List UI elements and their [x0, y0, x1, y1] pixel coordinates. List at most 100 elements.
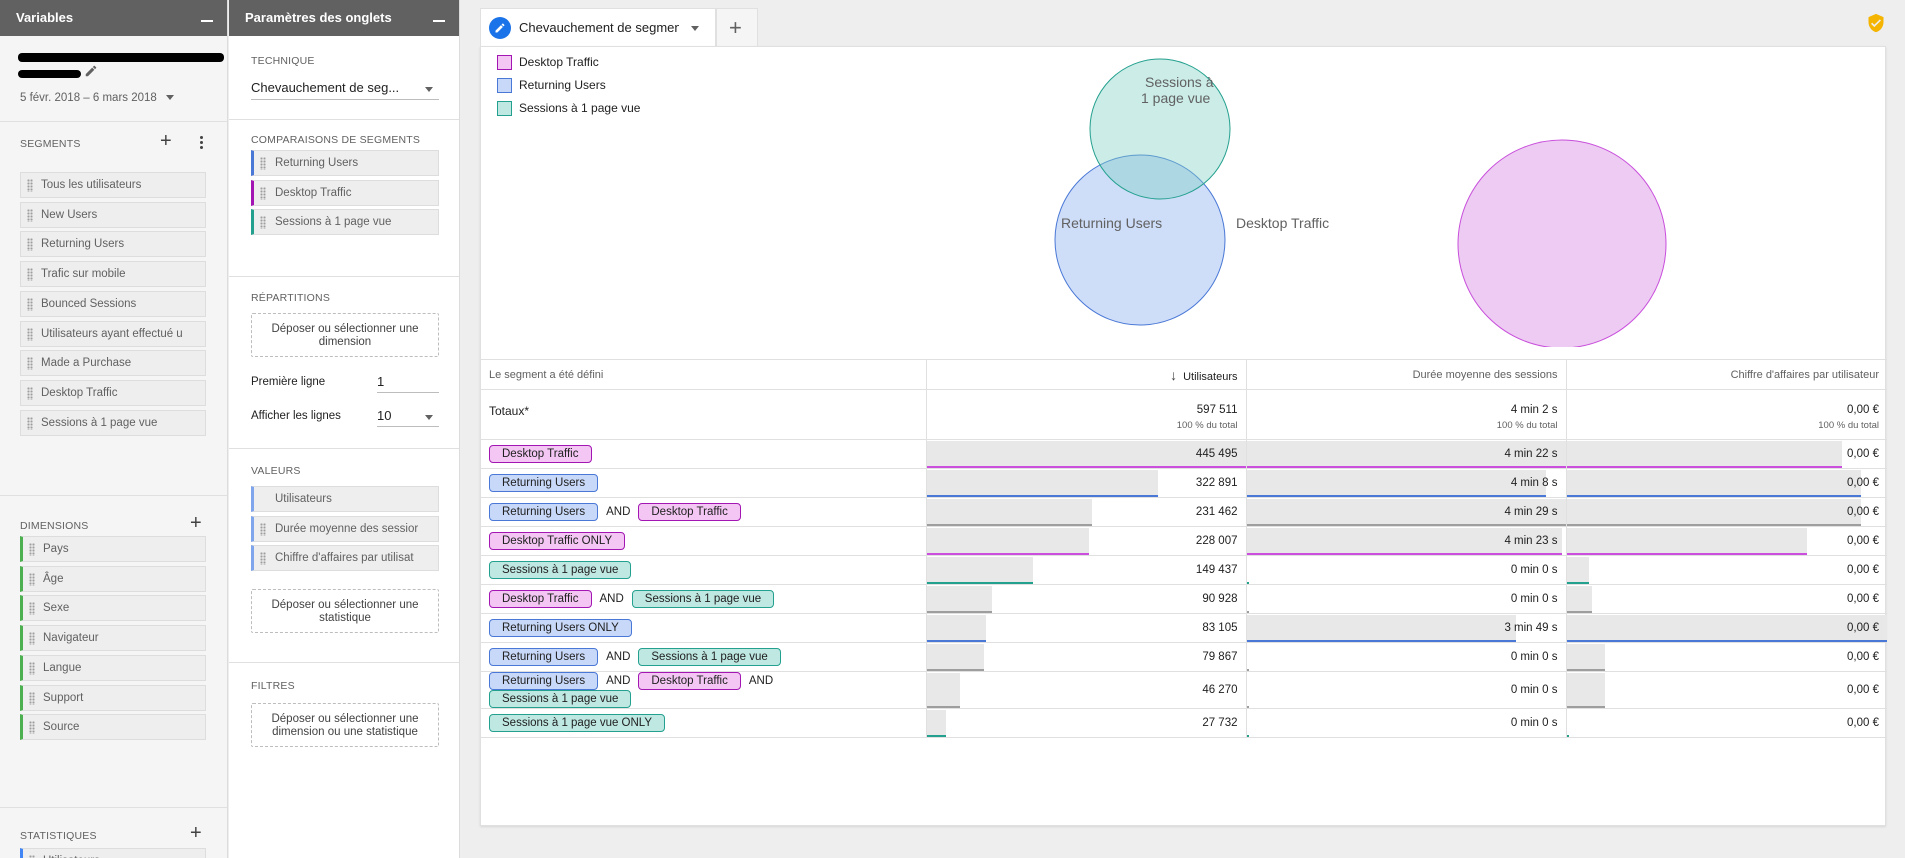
- drag-handle-icon[interactable]: [260, 552, 266, 566]
- drag-handle-icon[interactable]: [27, 179, 33, 192]
- segment-tag[interactable]: Returning Users ONLY: [489, 619, 632, 637]
- value-duree-moyenne-des-sessior[interactable]: Durée moyenne des sessior: [251, 515, 439, 542]
- table-row[interactable]: Returning Users AND Desktop Traffic 231 462…: [481, 497, 1887, 527]
- segment-tag[interactable]: Desktop Traffic: [638, 503, 741, 521]
- add-segment-plus-icon[interactable]: +: [160, 130, 172, 152]
- dimension-chip-support[interactable]: Support: [20, 684, 206, 711]
- drag-handle-icon[interactable]: [27, 238, 33, 252]
- col-header-duration[interactable]: Durée moyenne des sessions: [1245, 359, 1566, 390]
- table-row[interactable]: Desktop Traffic 445 495 4 min 22 s 0,00 €: [481, 439, 1887, 469]
- shield-check-icon[interactable]: [1866, 12, 1886, 34]
- dimension-chip-langue[interactable]: Langue: [20, 654, 206, 681]
- drag-handle-icon[interactable]: [29, 721, 35, 735]
- drag-handle-icon[interactable]: [260, 216, 266, 230]
- date-range[interactable]: 5 févr. 2018 – 6 mars 2018: [20, 92, 175, 104]
- metric-chip-utilisateurs[interactable]: Utilisateurs: [20, 848, 206, 858]
- minimize-icon[interactable]: [433, 20, 445, 22]
- segment-chip-bounced-sessions[interactable]: Bounced Sessions: [20, 290, 206, 317]
- table-row[interactable]: Returning Users 322 891 4 min 8 s 0,00 €: [481, 468, 1887, 498]
- segment-chip-sessions-a-1-page-vue[interactable]: Sessions à 1 page vue: [20, 409, 206, 436]
- add-dimension-plus-icon[interactable]: +: [190, 512, 202, 534]
- col-header-segment[interactable]: Le segment a été défini: [481, 359, 926, 390]
- drag-handle-icon[interactable]: [260, 186, 266, 200]
- dimension-chip-pays[interactable]: Pays: [20, 536, 206, 562]
- table-row[interactable]: Sessions à 1 page vue ONLY 27 732 0 min 0 …: [481, 708, 1887, 738]
- segment-chip-utilisateurs-ayant-effectue-u[interactable]: Utilisateurs ayant effectué u: [20, 320, 206, 347]
- drag-handle-icon[interactable]: [29, 855, 35, 858]
- values-dropzone[interactable]: Déposer ou sélectionner une statistique: [251, 589, 439, 633]
- segment-tag[interactable]: Returning Users: [489, 474, 599, 492]
- drag-handle-icon[interactable]: [29, 572, 35, 586]
- segment-tag[interactable]: Returning Users: [489, 503, 599, 521]
- segment-chip-desktop-traffic[interactable]: Desktop Traffic: [20, 379, 206, 406]
- table-row[interactable]: Returning Users ONLY 83 105 3 min 49 s 0,00…: [481, 613, 1887, 643]
- comparison-returning-users[interactable]: Returning Users: [251, 150, 439, 176]
- dimension-chip-navigateur[interactable]: Navigateur: [20, 625, 206, 652]
- drag-handle-icon[interactable]: [29, 691, 35, 705]
- col-header-users[interactable]: ↓ Utilisateurs: [925, 359, 1246, 390]
- drag-handle-icon[interactable]: [29, 661, 35, 675]
- value-chiffre-d-affaires-par-utilisat[interactable]: Chiffre d'affaires par utilisat: [251, 545, 439, 572]
- dimension-chip-sexe[interactable]: Sexe: [20, 595, 206, 622]
- segment-chip-tous-les-utilisateurs[interactable]: Tous les utilisateurs: [20, 172, 206, 198]
- drag-handle-icon[interactable]: [29, 602, 35, 616]
- drag-handle-icon[interactable]: [27, 208, 33, 222]
- table-row[interactable]: Returning Users AND Desktop Traffic AND Sess…: [481, 671, 1887, 709]
- drag-handle-icon[interactable]: [27, 357, 33, 371]
- technique-select[interactable]: Chevauchement de seg...: [251, 80, 439, 100]
- col-header-revenue[interactable]: Chiffre d'affaires par utilisateur: [1565, 359, 1887, 390]
- table-row[interactable]: Returning Users AND Sessions à 1 page vue 7…: [481, 642, 1887, 672]
- segment-tag[interactable]: Desktop Traffic: [638, 672, 741, 690]
- drag-handle-icon[interactable]: [260, 157, 266, 170]
- add-metric-plus-icon[interactable]: +: [190, 822, 202, 844]
- value-utilisateurs[interactable]: Utilisateurs: [251, 486, 439, 512]
- legend-item-sessions[interactable]: Sessions à 1 page vue: [497, 101, 640, 124]
- dimension-chip-source[interactable]: Source: [20, 714, 206, 741]
- venn-circle-returning[interactable]: [1054, 154, 1226, 326]
- filters-dropzone[interactable]: Déposer ou sélectionner une dimension ou…: [251, 703, 439, 747]
- drag-handle-icon[interactable]: [27, 416, 33, 430]
- segment-tag[interactable]: Sessions à 1 page vue: [489, 561, 632, 579]
- segment-tag[interactable]: Sessions à 1 page vue: [631, 590, 775, 608]
- segment-tag[interactable]: Desktop Traffic: [489, 590, 592, 608]
- dimension-chip-age[interactable]: Âge: [20, 565, 206, 592]
- legend-item-returning[interactable]: Returning Users: [497, 78, 640, 101]
- venn-circle-desktop[interactable]: [1457, 139, 1667, 347]
- table-row[interactable]: Desktop Traffic AND Sessions à 1 page vue 9…: [481, 584, 1887, 614]
- segment-tag[interactable]: Sessions à 1 page vue: [638, 648, 781, 666]
- more-vert-icon[interactable]: [200, 136, 204, 150]
- drag-handle-icon[interactable]: [27, 268, 33, 282]
- segment-tag[interactable]: Desktop Traffic: [489, 445, 592, 463]
- segment-chip-trafic-sur-mobile[interactable]: Trafic sur mobile: [20, 261, 206, 288]
- drag-handle-icon[interactable]: [29, 632, 35, 646]
- segment-tag[interactable]: Returning Users: [489, 672, 599, 690]
- edit-icon[interactable]: [84, 64, 98, 78]
- comparison-sessions-a-1-page-vue[interactable]: Sessions à 1 page vue: [251, 209, 439, 236]
- segment-tag[interactable]: Returning Users: [489, 648, 599, 666]
- users-cell: 27 732: [925, 708, 1246, 738]
- segment-tag[interactable]: Sessions à 1 page vue: [489, 690, 632, 708]
- segment-chip-returning-users[interactable]: Returning Users: [20, 231, 206, 258]
- add-tab-button[interactable]: +: [716, 8, 758, 46]
- show-rows-select[interactable]: 10: [377, 405, 439, 427]
- segment-tag[interactable]: Desktop Traffic ONLY: [489, 532, 626, 550]
- chevron-down-icon[interactable]: [691, 26, 699, 31]
- drag-handle-icon[interactable]: [29, 543, 35, 556]
- minimize-icon[interactable]: [201, 20, 213, 22]
- legend-item-desktop[interactable]: Desktop Traffic: [497, 55, 640, 78]
- first-row-input[interactable]: 1: [377, 371, 439, 393]
- segment-tag[interactable]: Sessions à 1 page vue ONLY: [489, 714, 666, 732]
- tab-venn[interactable]: Chevauchement de segmen: [480, 8, 716, 46]
- breakdown-dropzone[interactable]: Déposer ou sélectionner une dimension: [251, 313, 439, 357]
- drag-handle-icon[interactable]: [260, 522, 266, 536]
- edit-icon[interactable]: [489, 17, 511, 39]
- segment-chip-made-a-purchase[interactable]: Made a Purchase: [20, 350, 206, 377]
- comparison-desktop-traffic[interactable]: Desktop Traffic: [251, 179, 439, 206]
- drag-handle-icon[interactable]: [27, 297, 33, 311]
- table-row[interactable]: Desktop Traffic ONLY 228 007 4 min 23 s 0,0…: [481, 526, 1887, 556]
- drag-handle-icon[interactable]: [27, 327, 33, 341]
- venn-circle-sessions[interactable]: [1089, 58, 1231, 200]
- segment-chip-new-users[interactable]: New Users: [20, 201, 206, 228]
- drag-handle-icon[interactable]: [27, 386, 33, 400]
- table-row[interactable]: Sessions à 1 page vue 149 437 0 min 0 s 0,0…: [481, 555, 1887, 585]
